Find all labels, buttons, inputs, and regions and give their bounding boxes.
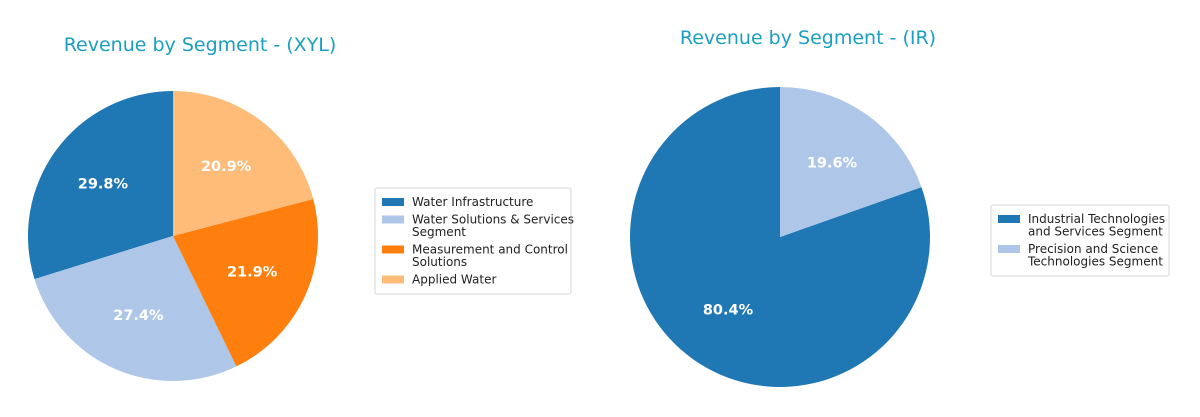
- xyl-pie-percent-label: 27.4%: [113, 308, 164, 324]
- ir-pie-percent-label: 80.4%: [703, 303, 754, 319]
- xyl-legend-label: Measurement and Control Solutions: [412, 243, 568, 270]
- xyl-pie-percent-label: 21.9%: [227, 264, 278, 280]
- xyl-legend: Water Infrastructure Water Solutions & Se…: [374, 187, 574, 295]
- xyl-pie-slices: [27, 90, 319, 381]
- ir-pie-percent-labels: 80.4% 19.6%: [703, 156, 858, 319]
- xyl-pie-slice: [27, 91, 174, 280]
- ir-pie-percent-label: 19.6%: [807, 156, 858, 172]
- ir-pie-slices: [630, 87, 931, 387]
- xyl-chart-title: Revenue by Segment - (XYL): [64, 34, 337, 56]
- ir-pie-slice: [780, 87, 922, 237]
- ir-legend-label: Industrial Technologies and Services Segm…: [1028, 212, 1165, 239]
- ir-chart-title: Revenue by Segment - (IR): [680, 27, 936, 49]
- xyl-legend-swatch: [382, 215, 404, 224]
- xyl-pie-percent-label: 20.9%: [201, 159, 252, 175]
- xyl-legend-label: Water Solutions & Services Segment: [412, 213, 574, 240]
- xyl-legend-swatch: [382, 245, 404, 254]
- xyl-legend-label: Applied Water: [412, 273, 496, 287]
- xyl-legend-label: Water Infrastructure: [412, 195, 533, 209]
- xyl-pie-percent-labels: 29.8% 27.4% 21.9% 20.9%: [78, 159, 278, 324]
- ir-pie-slice: [630, 87, 931, 387]
- xyl-pie-slice: [173, 90, 314, 236]
- ir-legend: Industrial Technologies and Services Segm…: [990, 204, 1170, 277]
- xyl-pie-chart: Revenue by Segment - (XYL) 29.8% 27.4% 21.…: [27, 34, 574, 381]
- xyl-pie-slice: [173, 199, 319, 367]
- ir-legend-label: Precision and Science Technologies Segmen…: [1027, 242, 1163, 269]
- xyl-legend-swatch: [382, 198, 404, 206]
- xyl-legend-swatch: [382, 275, 404, 284]
- ir-legend-swatch: [998, 245, 1020, 253]
- xyl-legend-frame: [374, 187, 572, 295]
- xyl-pie-slice: [34, 236, 237, 381]
- ir-legend-frame: [990, 204, 1170, 277]
- ir-legend-swatch: [998, 215, 1020, 223]
- xyl-pie-percent-label: 29.8%: [78, 176, 129, 192]
- ir-pie-chart: Revenue by Segment - (IR) 80.4% 19.6% Ind…: [630, 27, 1170, 387]
